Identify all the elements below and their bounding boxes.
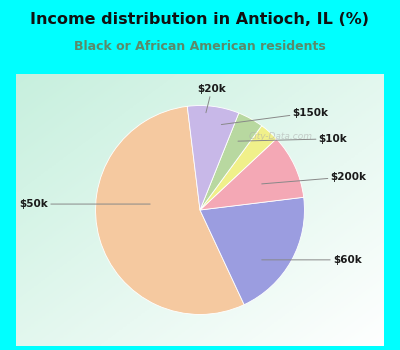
Text: Black or African American residents: Black or African American residents — [74, 40, 326, 53]
Text: Income distribution in Antioch, IL (%): Income distribution in Antioch, IL (%) — [30, 12, 370, 27]
Text: City-Data.com: City-Data.com — [249, 132, 313, 141]
Text: $50k: $50k — [19, 199, 150, 209]
Wedge shape — [200, 197, 304, 304]
Wedge shape — [187, 106, 239, 210]
Text: $150k: $150k — [221, 108, 328, 125]
Text: $10k: $10k — [238, 134, 348, 144]
Text: $60k: $60k — [262, 255, 362, 265]
Wedge shape — [200, 139, 304, 210]
Text: $200k: $200k — [262, 172, 366, 184]
Text: $20k: $20k — [198, 84, 226, 113]
Wedge shape — [96, 106, 244, 314]
Wedge shape — [200, 113, 262, 210]
Wedge shape — [200, 126, 276, 210]
